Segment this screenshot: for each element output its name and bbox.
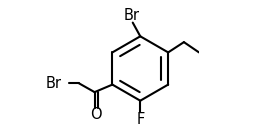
Text: O: O — [90, 107, 102, 122]
Text: Br: Br — [124, 8, 139, 23]
Text: F: F — [136, 112, 144, 127]
Text: Br: Br — [46, 76, 62, 91]
